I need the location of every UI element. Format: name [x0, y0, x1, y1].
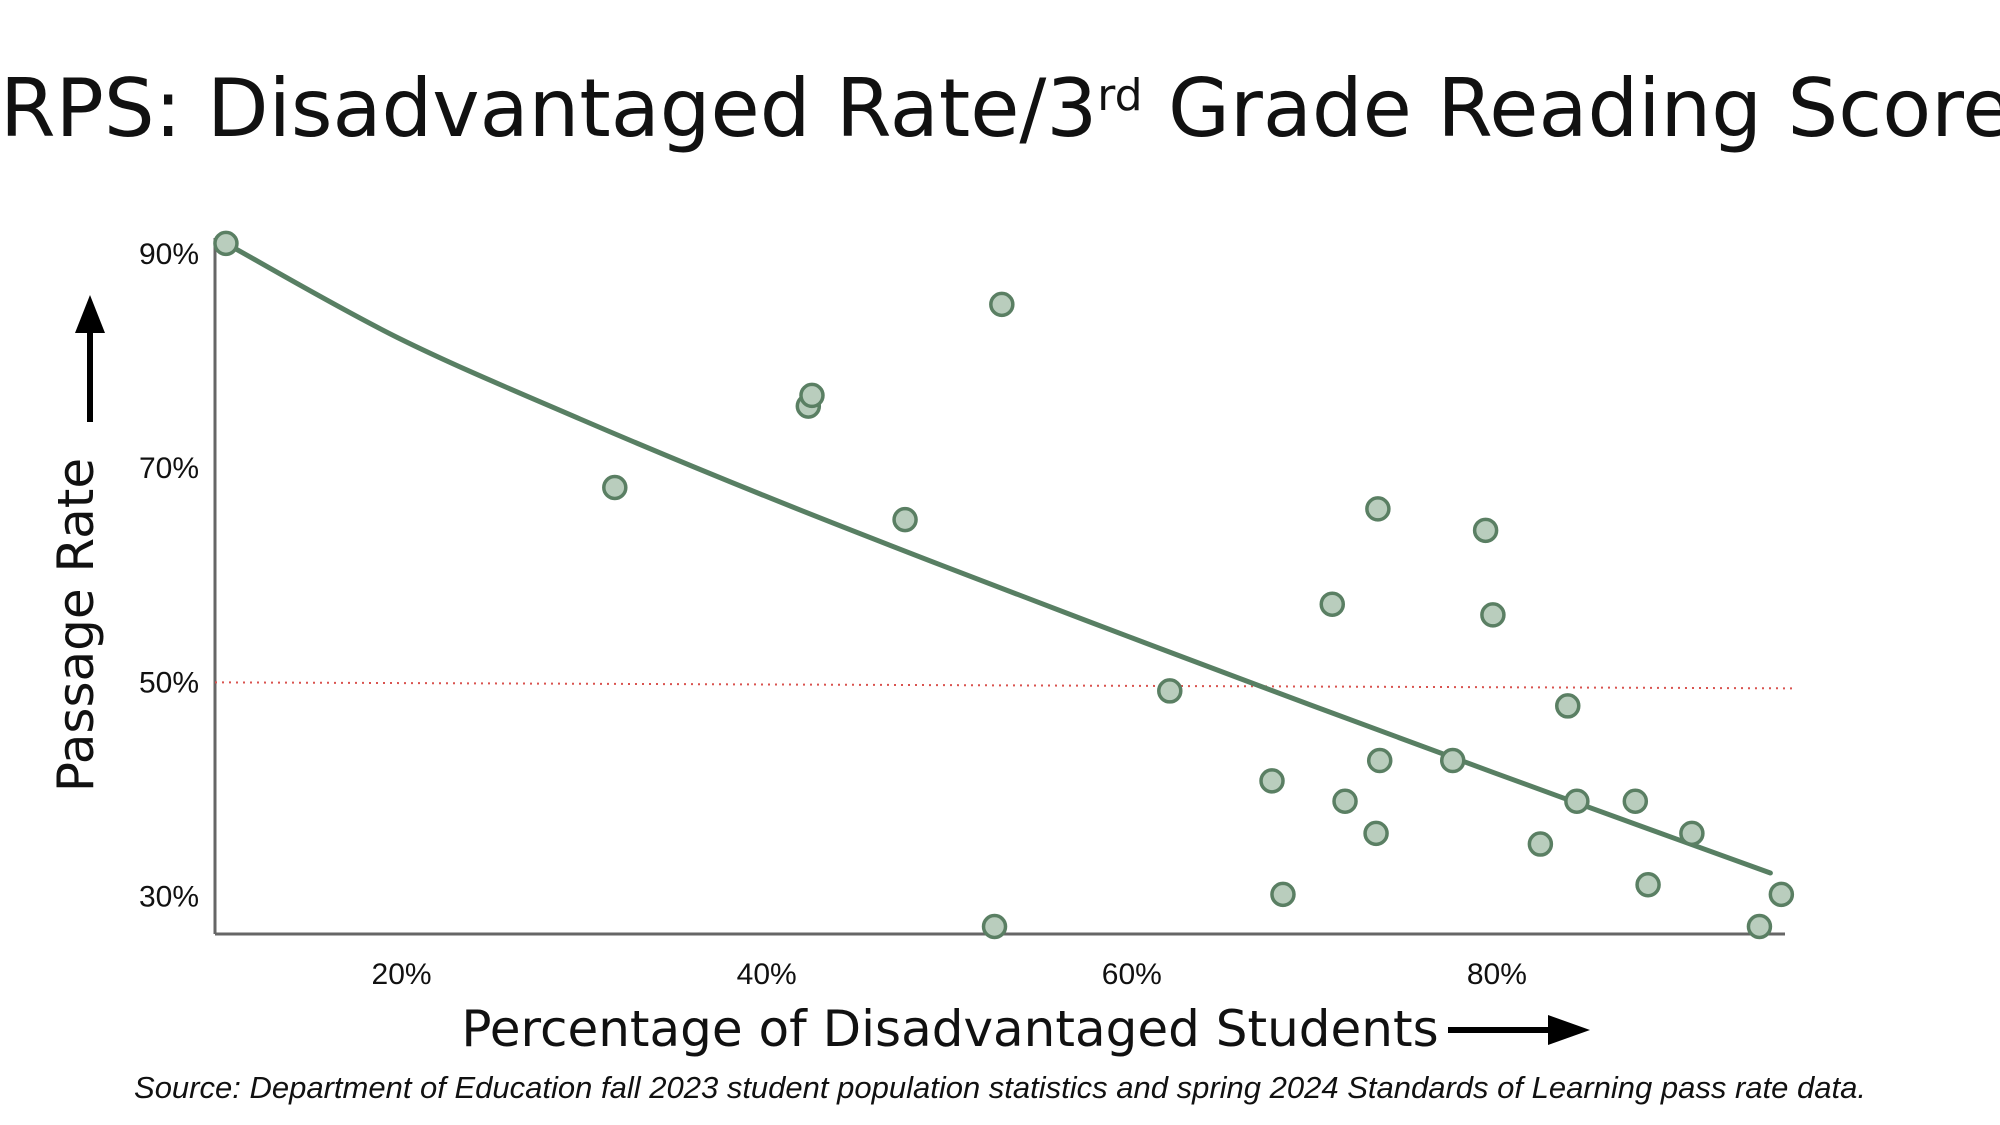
y-tick-label: 90% [139, 238, 199, 271]
x-tick-label: 20% [372, 958, 432, 991]
data-point [1622, 788, 1649, 814]
data-point [602, 474, 628, 501]
x-tick-labels: 20% 40% 60% 80% [372, 958, 1527, 991]
y-tick-label: 30% [139, 881, 199, 914]
data-point [1746, 913, 1773, 940]
x-axis-arrow-icon [1448, 1015, 1590, 1045]
y-axis-label: Passage Rate [47, 458, 105, 792]
x-axis-label: Percentage of Disadvantaged Students [461, 1000, 1438, 1058]
data-point [1332, 788, 1358, 814]
data-point [1635, 871, 1661, 898]
x-tick-label: 40% [737, 958, 797, 991]
data-point [1679, 820, 1705, 847]
data-point [1439, 747, 1466, 774]
chart-title: RPS: Disadvantaged Rate/3rd Grade Readin… [0, 62, 2000, 155]
data-point [1366, 747, 1393, 774]
data-point [1527, 831, 1554, 857]
data-point [989, 291, 1015, 318]
data-point [892, 506, 918, 533]
data-point [1270, 881, 1296, 908]
data-point [1365, 496, 1391, 522]
fifty-percent-reference-line [214, 681, 1796, 690]
data-point [1157, 678, 1183, 704]
trend-line [223, 240, 1773, 876]
x-tick-label: 60% [1102, 958, 1162, 991]
data-point [1363, 820, 1389, 847]
data-point [1768, 881, 1795, 908]
data-point [981, 913, 1008, 940]
data-point [1319, 591, 1346, 617]
data-points [213, 230, 1795, 940]
y-tick-label: 70% [139, 452, 199, 485]
data-point [1555, 693, 1581, 719]
data-point [799, 382, 825, 409]
y-tick-labels: 30% 50% 70% 90% [139, 238, 199, 913]
data-point [213, 230, 239, 257]
y-tick-label: 50% [139, 666, 199, 699]
source-note: Source: Department of Education fall 202… [134, 1070, 1866, 1105]
x-tick-label: 80% [1467, 958, 1527, 991]
title-superscript: rd [1097, 70, 1143, 121]
y-axis-arrow-icon [75, 295, 105, 422]
data-point [1480, 602, 1506, 628]
data-point [1564, 788, 1590, 814]
data-point [1472, 517, 1499, 544]
data-point [1259, 768, 1285, 794]
